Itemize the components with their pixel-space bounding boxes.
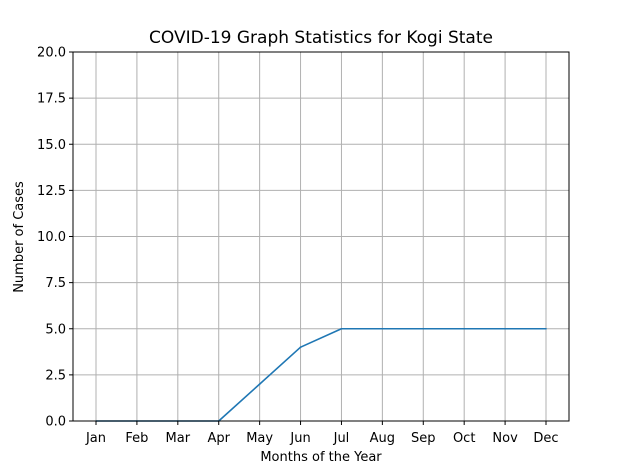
y-tick-label: 2.5 — [45, 368, 66, 383]
x-axis-label: Months of the Year — [260, 450, 382, 465]
x-tick-label: Jul — [333, 431, 350, 446]
x-tick-label: Mar — [166, 431, 191, 446]
y-tick-label: 7.5 — [45, 276, 66, 291]
data-point — [504, 327, 506, 330]
data-point — [463, 327, 465, 330]
y-tick-label: 20.0 — [37, 46, 66, 61]
data-point — [258, 383, 261, 385]
grid-lines — [73, 51, 569, 422]
y-axis-label: Number of Cases — [12, 181, 27, 293]
data-point — [340, 327, 343, 330]
x-tick-label: Apr — [207, 431, 230, 446]
data-point — [381, 327, 384, 330]
x-tick-label: Oct — [453, 431, 475, 446]
x-tick-label: Aug — [370, 431, 395, 446]
y-tick-label: 15.0 — [37, 138, 66, 153]
x-tick-label: Dec — [533, 431, 558, 446]
y-tick-label: 17.5 — [37, 92, 66, 107]
data-point — [545, 327, 547, 330]
y-tick-label: 12.5 — [37, 184, 66, 199]
y-tick-label: 5.0 — [45, 322, 66, 337]
y-tick-label: 10.0 — [37, 230, 66, 245]
x-axis: Jan Feb Mar Apr May Jun Jul Aug Sep Oct Nov Dec — [85, 421, 559, 446]
data-point — [422, 327, 425, 330]
y-tick-label: 0.0 — [45, 415, 66, 430]
y-axis: 0.0 2.5 5.0 7.5 10.0 12.5 15.0 17.5 20.0 — [37, 46, 73, 430]
x-tick-label: May — [246, 431, 273, 446]
x-tick-label: Nov — [492, 431, 518, 446]
chart-title: COVID-19 Graph Statistics for Kogi State — [149, 28, 493, 48]
x-tick-label: Jun — [289, 431, 310, 446]
data-point — [299, 346, 302, 349]
x-tick-label: Feb — [125, 431, 148, 446]
x-tick-label: Sep — [411, 431, 436, 446]
x-tick-label: Jan — [85, 431, 106, 446]
